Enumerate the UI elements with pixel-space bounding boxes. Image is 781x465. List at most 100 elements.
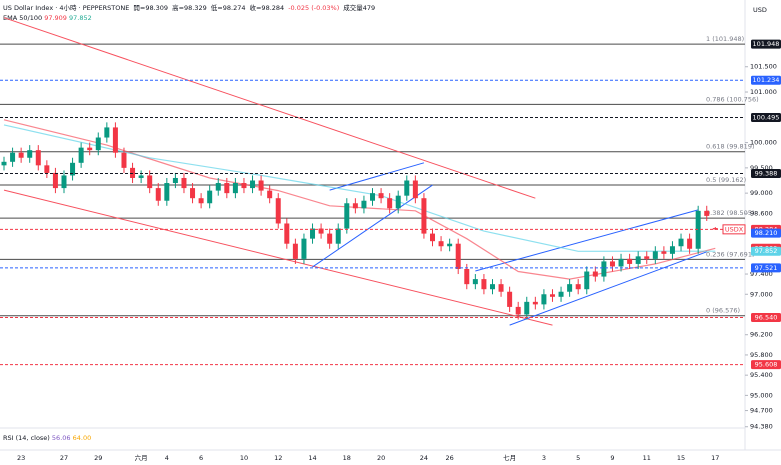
- price-label: 101.948: [753, 40, 780, 48]
- legend-row: US Dollar Index · 4小時 · PEPPERSTONE 開=98.…: [3, 3, 375, 12]
- candle-body: [172, 177, 178, 184]
- ohlc-item: 高=98.329: [172, 3, 207, 12]
- chart-title: US Dollar Index · 4小時 · PEPPERSTONE: [3, 3, 129, 12]
- candle-body: [138, 175, 144, 178]
- candle-body: [455, 243, 461, 269]
- y-tick-label: 95.400: [750, 371, 773, 379]
- candle-body: [627, 258, 633, 264]
- x-tick-label: 4: [165, 454, 169, 462]
- price-label-box: [751, 313, 781, 323]
- y-tick-label: 97.400: [750, 270, 773, 278]
- y-tick-label: 94.380: [750, 423, 773, 431]
- candle-body: [669, 246, 675, 254]
- x-tick-label: 26: [445, 454, 453, 462]
- candle-body: [78, 147, 84, 163]
- fib-label: 0.382 (98.505): [706, 209, 755, 217]
- ema-line: [3, 119, 716, 280]
- price-label: 97.521: [755, 264, 778, 272]
- price-label: 98.210: [755, 229, 778, 237]
- ema-legend: EMA 50/100 97.909 97.852: [3, 14, 92, 22]
- candle-body: [327, 233, 333, 244]
- candle-body: [164, 183, 170, 201]
- candle-body: [87, 147, 93, 151]
- candle-body: [181, 177, 187, 189]
- price-label-box: [751, 228, 781, 238]
- candle-body: [549, 294, 555, 297]
- x-tick-label: 14: [308, 454, 316, 462]
- price-label-box: [751, 39, 781, 49]
- y-tick-label: 99.500: [750, 164, 773, 172]
- candle-body: [104, 127, 110, 138]
- candle-body: [489, 284, 495, 290]
- candle-body: [584, 271, 590, 290]
- candle-body: [567, 284, 573, 292]
- fib-label: 0.5 (99.162): [706, 176, 746, 184]
- candle-body: [404, 180, 410, 196]
- y-tick-label: 95.000: [750, 391, 773, 399]
- price-label: 100.495: [753, 114, 780, 122]
- candle-body: [361, 200, 367, 209]
- x-tick-label: 七月: [503, 453, 516, 462]
- candle-body: [472, 279, 478, 285]
- candle-body: [498, 284, 504, 292]
- price-label-box: [751, 113, 781, 123]
- candle-body: [601, 261, 607, 277]
- candle-body: [447, 243, 453, 247]
- candle-body: [370, 193, 376, 201]
- y-tick-label: 101.500: [750, 63, 777, 71]
- candle-body: [644, 256, 650, 259]
- candle-body: [44, 165, 50, 173]
- plot-area: 1 (101.948) 0.786 (100.756) 0.618 (99.819)…: [0, 17, 759, 366]
- price-label-box: [751, 169, 781, 179]
- trendline: [475, 209, 699, 272]
- ohlc-item: 低=98.274: [211, 3, 246, 12]
- x-tick-label: 15: [677, 454, 685, 462]
- y-tick-label: 96.200: [750, 331, 773, 339]
- x-tick-label: 5: [576, 454, 580, 462]
- candle-body: [438, 241, 444, 247]
- x-tick-label: 23: [17, 454, 25, 462]
- x-tick-label: 29: [94, 454, 102, 462]
- price-axis: 101.500 101.000 100.000 99.500 99.000 98.600 9…: [722, 39, 781, 431]
- y-tick-label: 95.800: [750, 351, 773, 359]
- candle-body: [532, 301, 538, 305]
- candle-body: [18, 152, 24, 158]
- candle-body: [378, 193, 384, 199]
- price-label: 99.388: [755, 170, 778, 178]
- candle-body: [344, 203, 350, 229]
- candle-body: [695, 210, 701, 249]
- candle-body: [10, 152, 16, 162]
- candle-body: [335, 228, 341, 244]
- y-tick-label: 98.600: [750, 209, 773, 217]
- price-label-box: [751, 263, 781, 273]
- trendline: [3, 17, 536, 199]
- candle-body: [121, 152, 127, 168]
- candle-body: [147, 175, 153, 189]
- y-tick-label: 94.700: [750, 407, 773, 415]
- ohlc-item: 收=98.284: [249, 3, 284, 12]
- rsi-legend: RSI (14, close) 56.06 64.00: [3, 434, 91, 442]
- candle-body: [284, 223, 290, 244]
- candle-body: [687, 238, 693, 249]
- candle-body: [112, 127, 118, 153]
- fib-label: 0.236 (97.691): [706, 250, 755, 258]
- candle-body: [215, 183, 221, 191]
- candle-body: [558, 291, 564, 297]
- candle-body: [592, 271, 598, 277]
- candle-body: [275, 198, 281, 224]
- candle-body: [635, 256, 641, 264]
- ohlc-item: 開=98.309: [133, 4, 168, 12]
- candle-body: [464, 268, 470, 285]
- candle-body: [541, 294, 547, 305]
- candle-body: [421, 198, 427, 234]
- ema-label: EMA 50/100: [3, 14, 42, 22]
- candle-body: [130, 167, 136, 178]
- candle-body: [35, 150, 41, 166]
- candle-body: [27, 150, 33, 158]
- y-tick-label: 99.000: [750, 189, 773, 197]
- x-tick-label: 10: [240, 454, 248, 462]
- candle-body: [267, 190, 273, 199]
- candle-body: [387, 198, 393, 209]
- candle-body: [241, 183, 247, 189]
